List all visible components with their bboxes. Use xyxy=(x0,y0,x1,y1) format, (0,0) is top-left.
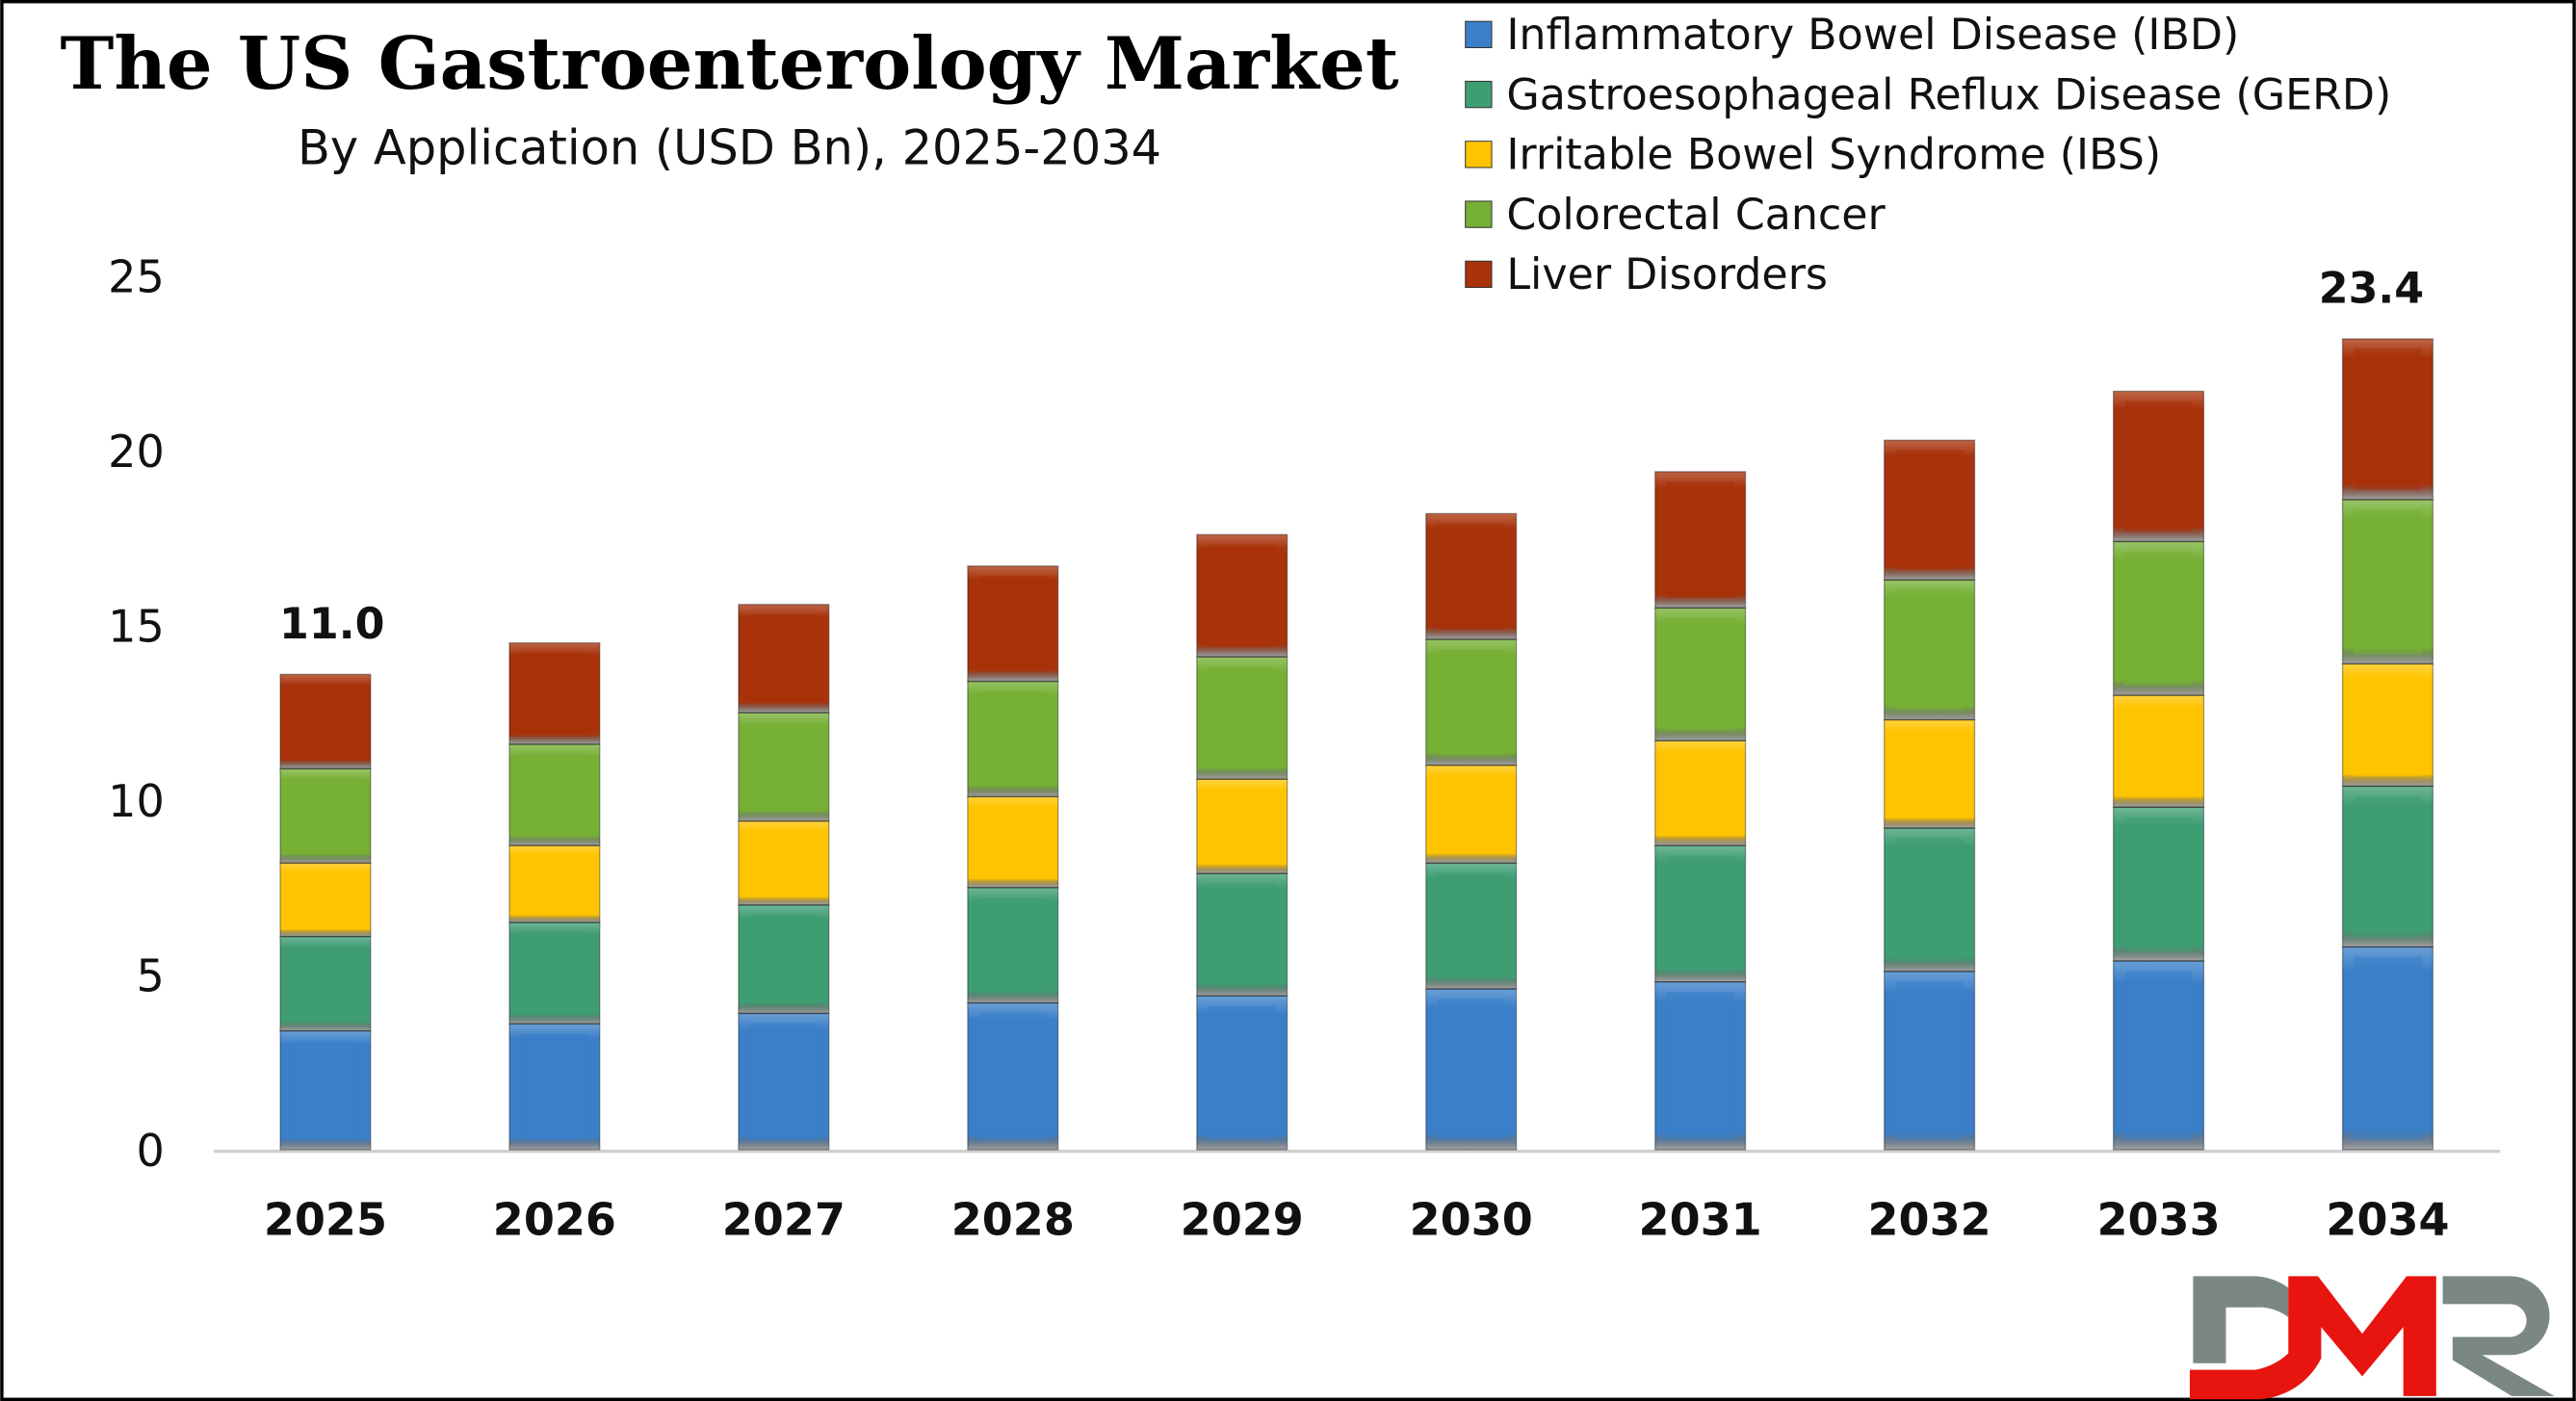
bar-bevel xyxy=(2124,971,2193,1140)
y-tick-label: 15 xyxy=(108,601,165,653)
bar-bevel xyxy=(1666,855,1734,973)
bars xyxy=(279,338,2434,1151)
bar-bevel xyxy=(1895,981,1964,1140)
bar-bevel xyxy=(1666,481,1734,599)
bar-bevel xyxy=(1437,523,1505,630)
bar-bevel xyxy=(978,576,1047,672)
data-labels: 11.0 23.4 xyxy=(279,264,2424,648)
bar-bevel xyxy=(2124,817,2193,951)
bar-bevel xyxy=(978,897,1047,994)
bar-bevel xyxy=(1895,838,1964,962)
bar-bevel xyxy=(520,932,588,1015)
bar-bevel xyxy=(1208,789,1276,865)
bar-bevel xyxy=(291,1040,359,1140)
bar-bevel xyxy=(978,806,1047,878)
y-tick-label: 10 xyxy=(108,775,165,827)
bar-bevel xyxy=(1666,750,1734,836)
legend-swatch xyxy=(1465,80,1493,109)
bar-bevel xyxy=(1208,544,1276,647)
x-tick-label: 2033 xyxy=(2096,1194,2220,1246)
bar-bevel xyxy=(2354,795,2422,938)
bar-bevel xyxy=(1208,1005,1276,1140)
bar-bevel xyxy=(1437,649,1505,756)
bar-bevel xyxy=(291,684,359,760)
data-label: 23.4 xyxy=(2319,264,2424,313)
y-tick-label: 5 xyxy=(136,950,164,1002)
bar-bevel xyxy=(520,652,588,735)
y-tick-label: 0 xyxy=(136,1125,164,1177)
legend-swatch xyxy=(1465,141,1493,169)
bar-bevel xyxy=(749,614,818,704)
y-tick-label: 25 xyxy=(108,251,165,303)
bar-bevel xyxy=(1208,883,1276,987)
bar-bevel xyxy=(1437,999,1505,1140)
x-tick-label: 2028 xyxy=(951,1194,1075,1246)
x-tick-label: 2032 xyxy=(1868,1194,1991,1246)
bar-bevel xyxy=(749,915,818,1004)
x-tick-label: 2025 xyxy=(264,1194,387,1246)
legend-label: Irritable Bowel Syndrome (IBS) xyxy=(1506,131,2161,180)
legend: Inflammatory Bowel Disease (IBD) Gastroes… xyxy=(1465,11,2391,299)
bar-bevel xyxy=(749,1023,818,1140)
bar-bevel xyxy=(1895,450,1964,571)
bar-bevel xyxy=(1666,617,1734,732)
x-tick-label: 2027 xyxy=(722,1194,846,1246)
legend-label: Inflammatory Bowel Disease (IBD) xyxy=(1506,11,2239,60)
x-tick-label: 2026 xyxy=(493,1194,616,1246)
y-tick-label: 20 xyxy=(108,426,165,478)
bar-bevel xyxy=(1437,774,1505,854)
bar-bevel xyxy=(1437,872,1505,979)
bar-bevel xyxy=(291,872,359,927)
y-axis: 0 5 10 15 20 25 xyxy=(108,251,165,1177)
legend-swatch xyxy=(1465,20,1493,48)
bar-bevel xyxy=(520,754,588,836)
bar-bevel xyxy=(978,1012,1047,1140)
bar-bevel xyxy=(1208,666,1276,770)
x-tick-label: 2029 xyxy=(1181,1194,1304,1246)
legend-swatch xyxy=(1465,260,1493,289)
bar-bevel xyxy=(291,946,359,1022)
x-tick-label: 2034 xyxy=(2326,1194,2449,1246)
legend-label: Colorectal Cancer xyxy=(1506,191,1886,240)
x-axis: 2025 2026 2027 2028 2029 2030 2031 2032 2033 2034 xyxy=(264,1194,2450,1246)
x-tick-label: 2030 xyxy=(1410,1194,1533,1246)
data-label: 11.0 xyxy=(279,600,384,649)
x-tick-label: 2031 xyxy=(1639,1194,1762,1246)
legend-label: Gastroesophageal Reflux Disease (GERD) xyxy=(1506,70,2391,119)
bar-bevel xyxy=(2124,705,2193,798)
bar-bevel xyxy=(520,855,588,913)
bar-bevel xyxy=(2124,551,2193,686)
chart-title: The US Gastroenterology Market xyxy=(61,21,1399,106)
bar-bevel xyxy=(749,831,818,895)
bar-bevel xyxy=(520,1033,588,1140)
bar-bevel xyxy=(291,778,359,854)
bar-bevel xyxy=(2354,349,2422,490)
legend-label: Liver Disorders xyxy=(1506,250,1828,299)
bar-bevel xyxy=(1895,729,1964,818)
dmr-logo xyxy=(2189,1276,2555,1400)
bar-bevel xyxy=(1895,589,1964,711)
bar-bevel xyxy=(2124,401,2193,532)
legend-swatch xyxy=(1465,200,1493,228)
bar-bevel xyxy=(1666,992,1734,1140)
bar-bevel xyxy=(2354,673,2422,777)
chart-subtitle: By Application (USD Bn), 2025-2034 xyxy=(298,120,1161,176)
bar-bevel xyxy=(749,722,818,812)
bar-bevel xyxy=(2354,956,2422,1140)
bar-bevel xyxy=(978,690,1047,788)
bar-bevel xyxy=(2354,509,2422,655)
